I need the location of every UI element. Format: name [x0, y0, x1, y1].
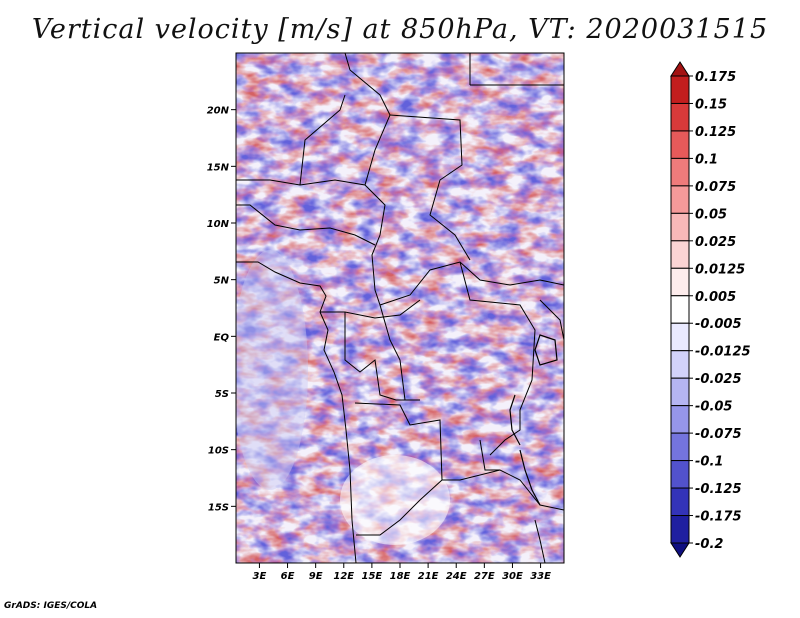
lat-label: 20N	[207, 106, 230, 117]
colorbar-swatch	[670, 240, 690, 269]
colorbar-label: 0.075	[695, 180, 736, 195]
colorbar-swatch	[670, 377, 690, 407]
lat-label: 10N	[207, 219, 230, 230]
lon-label: 12E	[333, 571, 354, 582]
colorbar-swatch	[670, 460, 690, 489]
lat-label: 5S	[215, 389, 229, 400]
colorbar-swatch	[670, 515, 690, 544]
lon-label: 15E	[362, 571, 383, 582]
colorbar-swatch	[670, 350, 690, 379]
lon-label: 9E	[309, 571, 323, 582]
data-field	[236, 53, 564, 563]
colorbar-swatch	[670, 267, 690, 297]
map-title: Vertical velocity [m/s] at 850hPa, VT: 2…	[31, 14, 769, 45]
lat-label: 15S	[208, 502, 229, 513]
colorbar-label: 0.025	[695, 235, 736, 250]
colorbar-swatch	[670, 295, 690, 324]
lat-label: 10S	[208, 446, 229, 457]
longitude-axis: 3E 6E 9E 12E 15E 18E 21E 24E 27E 30E 33E	[253, 563, 551, 582]
colorbar-label: 0.175	[695, 70, 736, 85]
lon-label: 30E	[502, 571, 523, 582]
latitude-axis: 20N 15N 10N 5N EQ 5S 10S 15S	[207, 106, 236, 513]
colorbar-label: -0.05	[695, 400, 732, 415]
colorbar-swatch	[670, 102, 690, 132]
colorbar-label: 0.15	[695, 97, 727, 112]
colorbar-label: -0.0125	[695, 345, 751, 360]
colorbar-label: 0.005	[695, 290, 736, 305]
colorbar-swatch	[670, 487, 690, 517]
colorbar-swatch	[670, 61, 690, 77]
colorbar-swatch	[670, 405, 690, 434]
colorbar-swatch	[670, 212, 690, 242]
lon-label: 27E	[474, 571, 495, 582]
colorbar-label: -0.1	[695, 455, 723, 470]
grads-credit: GrADS: IGES/COLA	[4, 601, 98, 611]
colorbar-swatch	[670, 432, 690, 462]
colorbar-label: 0.1	[695, 152, 718, 167]
lat-label: 5N	[214, 276, 230, 287]
colorbar-label: -0.075	[695, 427, 742, 442]
lon-label: 18E	[390, 571, 411, 582]
colorbar-label: 0.05	[695, 207, 727, 222]
lon-label: 6E	[281, 571, 295, 582]
colorbar-label: 0.0125	[695, 262, 745, 277]
country-borders	[236, 53, 564, 563]
colorbar-label: -0.125	[695, 482, 742, 497]
colorbar-swatch	[670, 130, 690, 159]
colorbar-label: -0.025	[695, 372, 742, 387]
colorbar-swatch	[670, 185, 690, 214]
colorbar-swatch	[670, 75, 690, 104]
colorbar-label: -0.2	[695, 537, 723, 552]
colorbar-swatch	[670, 542, 690, 558]
colorbar-label: -0.005	[695, 317, 742, 332]
colorbar-label: 0.125	[695, 125, 736, 140]
lon-label: 33E	[530, 571, 551, 582]
colorbar: 0.175 0.15 0.125 0.1 0.075 0.05 0.025 0.0125 0.0…	[670, 61, 751, 558]
lon-label: 24E	[446, 571, 467, 582]
lake-outlines	[509, 334, 558, 506]
lon-label: 21E	[418, 571, 439, 582]
lon-label: 3E	[253, 571, 267, 582]
lat-label: EQ	[214, 332, 230, 343]
lat-label: 15N	[207, 162, 230, 173]
colorbar-swatch	[670, 157, 690, 187]
colorbar-swatch	[670, 322, 690, 352]
colorbar-label: -0.175	[695, 510, 742, 525]
